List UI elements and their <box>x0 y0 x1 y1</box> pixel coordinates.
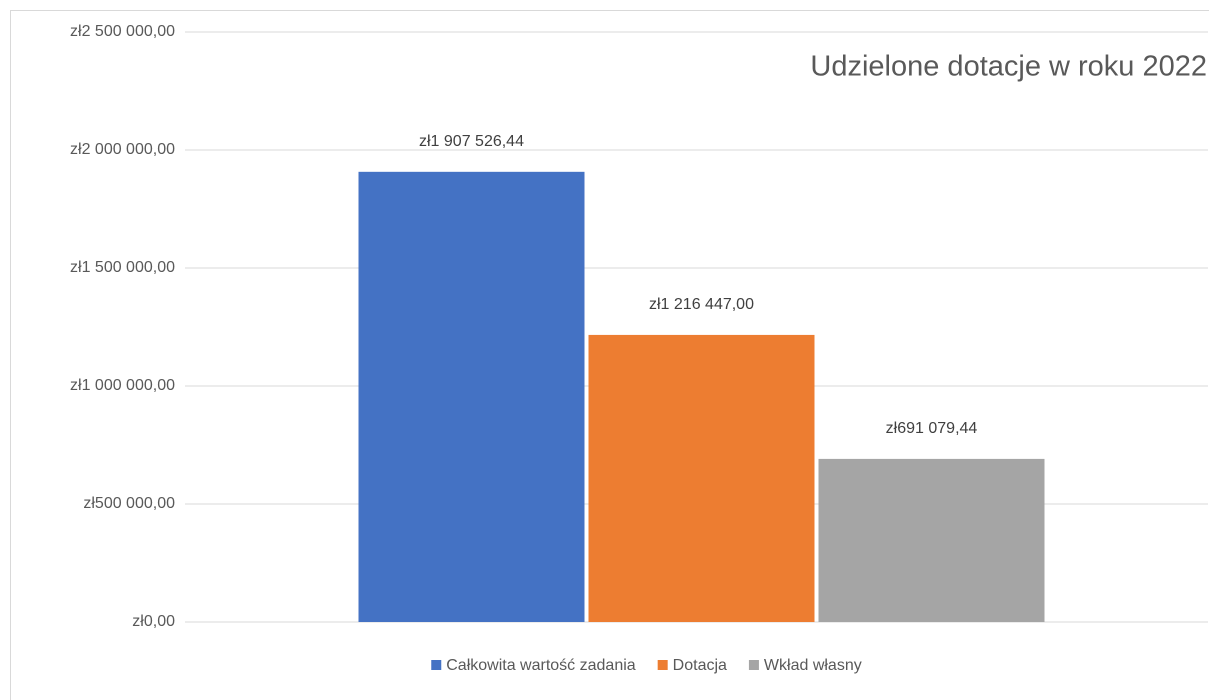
chart-border <box>10 10 1209 700</box>
legend-swatch <box>431 660 442 670</box>
y-tick-label: zł0,00 <box>132 613 175 630</box>
legend-label: Wkład własny <box>764 657 862 674</box>
y-tick-label: zł2 000 000,00 <box>70 141 175 158</box>
y-tick-label: zł1 500 000,00 <box>70 259 175 276</box>
chart-title: Udzielone dotacje w roku 2022 <box>810 51 1207 83</box>
bar <box>588 334 815 622</box>
bar <box>818 458 1045 622</box>
data-label: zł1 216 447,00 <box>649 296 754 313</box>
y-tick-label: zł2 500 000,00 <box>70 23 175 40</box>
data-label: zł1 907 526,44 <box>419 133 524 150</box>
y-tick-label: zł500 000,00 <box>83 495 175 512</box>
legend-label: Dotacja <box>673 657 727 674</box>
legend-swatch <box>748 660 759 670</box>
legend-swatch <box>657 660 668 670</box>
y-tick-label: zł1 000 000,00 <box>70 377 175 394</box>
bar <box>358 171 585 622</box>
data-label: zł691 079,44 <box>886 420 978 437</box>
legend-label: Całkowita wartość zadania <box>446 657 636 674</box>
